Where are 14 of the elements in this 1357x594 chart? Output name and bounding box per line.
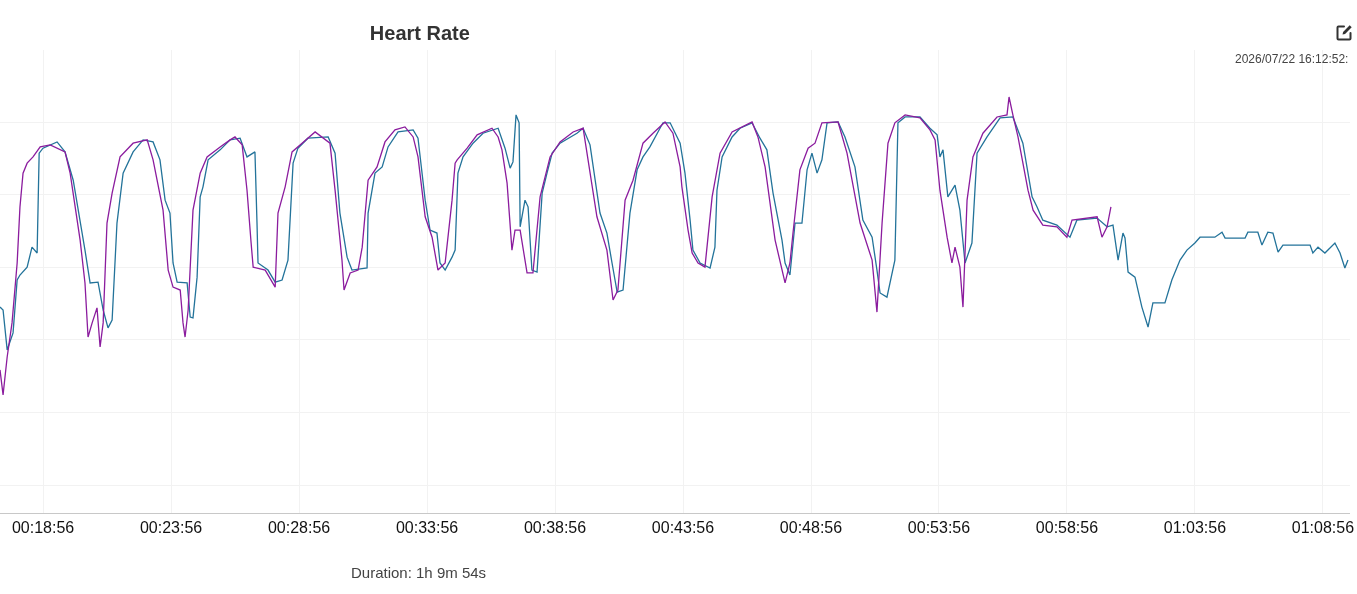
x-tick-label: 00:53:56: [907, 519, 971, 537]
x-tick-label: 00:38:56: [523, 519, 587, 537]
text: 2026/07/22 16:12:52:: [1235, 52, 1349, 66]
chart-title: Heart Rate: [369, 22, 470, 45]
x-tick-label: 00:18:56: [11, 519, 75, 537]
x-tick-label: 01:08:56: [1291, 519, 1355, 537]
x-tick-label: 00:43:56: [651, 519, 715, 537]
x-tick-label: 01:03:56: [1163, 519, 1227, 537]
x-tick-label: 00:23:56: [139, 519, 203, 537]
x-tick-label: 00:33:56: [395, 519, 459, 537]
x-axis-title: Duration: 1h 9m 54s: [351, 564, 487, 581]
x-tick-label: 00:58:56: [1035, 519, 1099, 537]
x-tick-label: 00:28:56: [267, 519, 331, 537]
x-tick-label: 00:48:56: [779, 519, 843, 537]
